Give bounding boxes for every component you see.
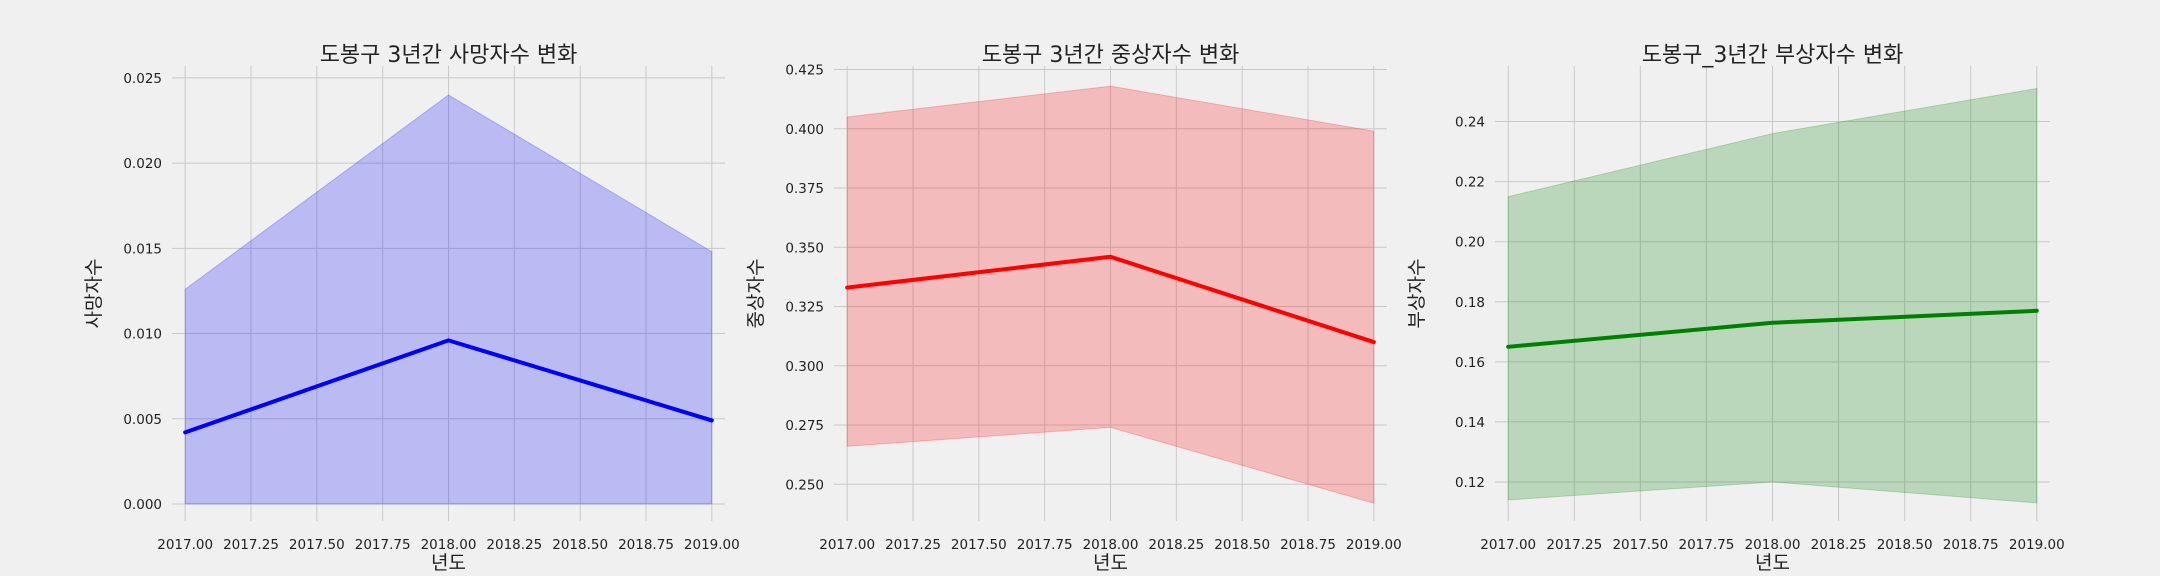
grid [172, 66, 725, 521]
y-tick-label: 0.350 [785, 240, 824, 256]
x-tick-label: 2017.50 [951, 537, 1007, 553]
y-tick-label: 0.375 [785, 181, 824, 197]
chart-title: 도봉구_3년간 부상자수 변화 [1642, 43, 1904, 68]
x-tick-label: 2017.50 [289, 537, 345, 553]
y-tick-label: 0.400 [785, 122, 824, 138]
y-tick-label: 0.425 [785, 63, 824, 79]
x-tick-label: 2017.75 [1679, 537, 1735, 553]
x-tick-label: 2017.00 [157, 537, 213, 553]
grid [834, 66, 1387, 521]
y-tick-label: 0.22 [1455, 175, 1485, 191]
x-tick-label: 2018.50 [1877, 537, 1933, 553]
y-tick-label: 0.025 [123, 71, 162, 87]
x-tick-label: 2018.25 [486, 537, 542, 553]
y-tick-label: 0.24 [1455, 115, 1485, 131]
x-axis-label: 년도 [1755, 552, 1790, 574]
x-tick-label: 2017.00 [1480, 537, 1536, 553]
x-tick-label: 2017.25 [885, 537, 941, 553]
x-tick-label: 2018.75 [618, 537, 674, 553]
confidence-band [184, 94, 713, 505]
grid [1495, 66, 2050, 521]
x-tick-label: 2018.25 [1811, 537, 1867, 553]
y-tick-label: 0.14 [1455, 415, 1485, 431]
x-tick-label: 2018.25 [1148, 537, 1204, 553]
y-tick-label: 0.300 [785, 359, 824, 375]
x-tick-label: 2017.25 [1546, 537, 1602, 553]
x-tick-label: 2019.00 [2009, 537, 2065, 553]
x-tick-label: 2018.00 [421, 537, 477, 553]
confidence-band [1507, 87, 2038, 504]
x-tick-label: 2018.50 [1214, 537, 1270, 553]
y-tick-label: 0.275 [785, 418, 824, 434]
x-tick-label: 2019.00 [1346, 537, 1402, 553]
y-tick-label: 0.20 [1455, 235, 1485, 251]
chart-1: 2017.00 2017.25 2017.50 2017.75 2018.00 2018.… [83, 43, 740, 574]
x-axis-label: 년도 [431, 552, 466, 574]
confidence-band [846, 85, 1375, 504]
x-tick-label: 2017.50 [1612, 537, 1668, 553]
x-tick-label: 2018.00 [1083, 537, 1139, 553]
x-tick-label: 2019.00 [684, 537, 740, 553]
x-tick-label: 2017.00 [819, 537, 875, 553]
chart-3: 2017.00 2017.25 2017.50 2017.75 2018.00 2018.… [1406, 43, 2065, 574]
x-axis-label: 년도 [1093, 552, 1128, 574]
x-tick-label: 2018.00 [1745, 537, 1801, 553]
y-tick-label: 0.020 [123, 156, 162, 172]
x-tick-label: 2017.75 [355, 537, 411, 553]
x-tick-label: 2017.75 [1017, 537, 1073, 553]
y-axis-label: 부상자수 [1406, 259, 1428, 329]
y-axis-label: 중상자수 [745, 259, 767, 329]
y-tick-label: 0.015 [123, 241, 162, 257]
y-tick-label: 0.010 [123, 327, 162, 343]
x-tick-label: 2017.25 [223, 537, 279, 553]
y-axis-label: 사망자수 [83, 259, 105, 329]
y-tick-label: 0.16 [1455, 355, 1485, 371]
y-tick-label: 0.005 [123, 412, 162, 428]
chart-title: 도봉구 3년간 중상자수 변화 [982, 43, 1240, 68]
chart-2: 2017.00 2017.25 2017.50 2017.75 2018.00 2018.… [745, 43, 1402, 574]
y-tick-label: 0.250 [785, 477, 824, 493]
y-tick-label: 0.18 [1455, 295, 1485, 311]
chart-title: 도봉구 3년간 사망자수 변화 [320, 43, 578, 68]
x-tick-label: 2018.75 [1280, 537, 1336, 553]
y-tick-label: 0.12 [1455, 475, 1485, 491]
y-tick-label: 0.000 [123, 497, 162, 513]
x-tick-label: 2018.75 [1943, 537, 1999, 553]
x-tick-label: 2018.50 [552, 537, 608, 553]
y-tick-label: 0.325 [785, 300, 824, 316]
